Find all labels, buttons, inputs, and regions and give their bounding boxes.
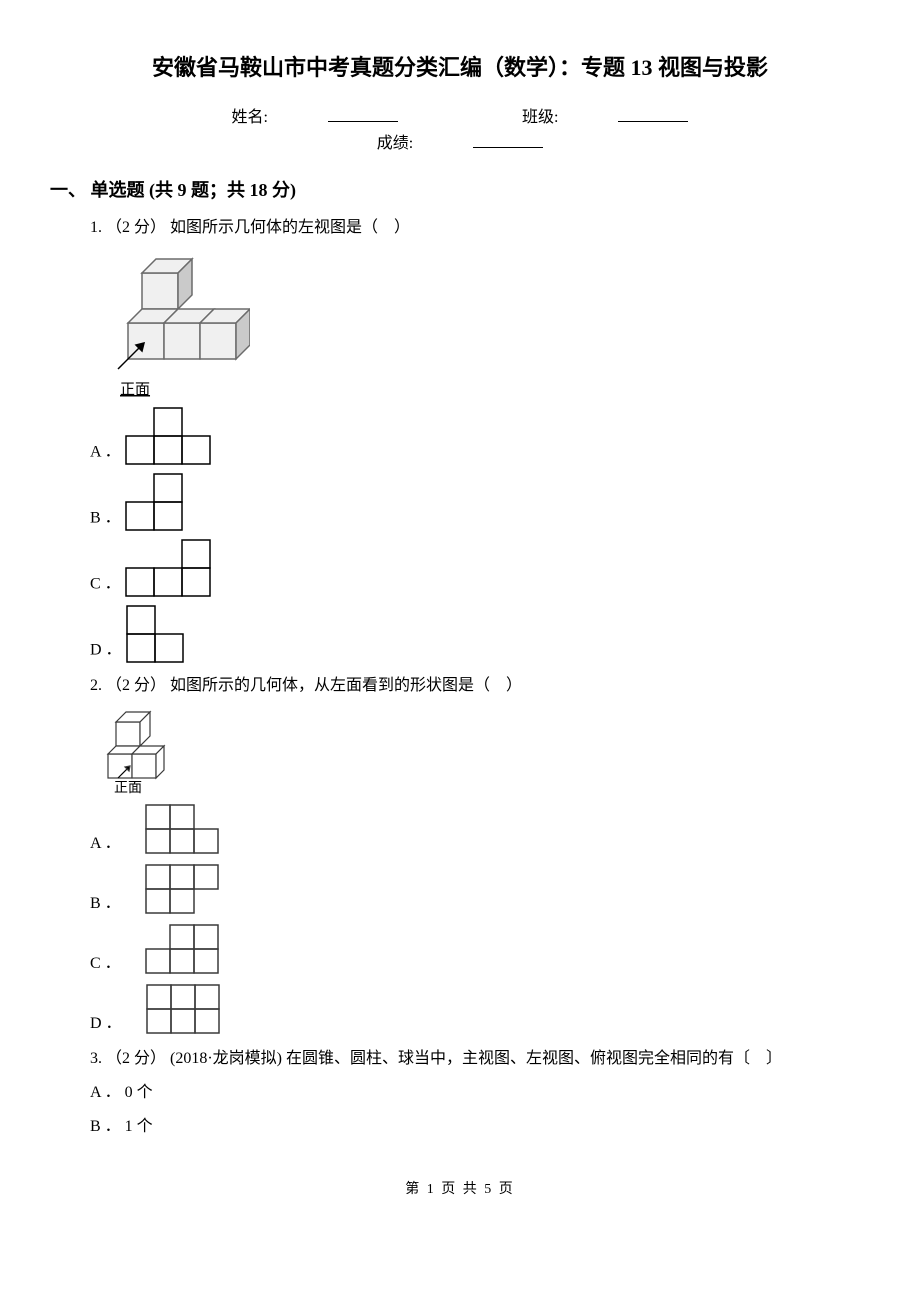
q2-option-b-svg [145, 864, 221, 916]
q2-front-label: 正面 [114, 781, 142, 796]
q1-option-a: A ． [90, 407, 860, 465]
q2-option-a-label: A ． [90, 835, 121, 852]
q2-option-c-label: C ． [90, 955, 121, 972]
score-blank [473, 132, 543, 148]
q1-3d-svg: 正面 [100, 249, 250, 399]
q1-text: 1. （2 分） 如图所示几何体的左视图是（ ） [90, 215, 860, 241]
q1-option-b: B ． [90, 473, 860, 531]
q1-option-c-svg [125, 539, 213, 597]
name-label: 姓名: [232, 105, 268, 131]
class-field: 班级: [492, 105, 718, 131]
q3-option-a: A ． 0 个 [90, 1080, 860, 1106]
q3-text: 3. （2 分） (2018·龙岗模拟) 在圆锥、圆柱、球当中，主视图、左视图、… [90, 1046, 860, 1072]
q1-figure: 正面 [100, 249, 860, 399]
question-3: 3. （2 分） (2018·龙岗模拟) 在圆锥、圆柱、球当中，主视图、左视图、… [90, 1046, 860, 1139]
question-1: 1. （2 分） 如图所示几何体的左视图是（ ） [90, 215, 860, 663]
page-footer: 第 1 页 共 5 页 [60, 1179, 860, 1201]
q2-option-c-svg [145, 924, 221, 976]
q1-option-a-svg [125, 407, 213, 465]
score-label: 成绩: [377, 131, 413, 157]
q1-option-b-svg [125, 473, 213, 531]
q2-option-b: B ． [90, 864, 860, 916]
q2-option-d: D ． [90, 984, 860, 1036]
q2-figure: 正面 [100, 706, 860, 796]
name-blank [328, 106, 398, 122]
class-label: 班级: [522, 105, 558, 131]
q2-text: 2. （2 分） 如图所示的几何体，从左面看到的形状图是（ ） [90, 673, 860, 699]
q1-front-label: 正面 [120, 382, 150, 398]
q1-option-d-svg [126, 605, 186, 663]
q2-option-a-svg [145, 804, 221, 856]
q2-option-d-label: D ． [90, 1015, 122, 1032]
score-field: 成绩: [347, 131, 573, 157]
question-2: 2. （2 分） 如图所示的几何体，从左面看到的形状图是（ ） 正面 [90, 673, 860, 1037]
q2-option-a: A ． [90, 804, 860, 856]
q2-option-b-label: B ． [90, 895, 121, 912]
q2-option-d-svg [146, 984, 222, 1036]
q1-option-c-label: C ． [90, 575, 121, 592]
page-title: 安徽省马鞍山市中考真题分类汇编（数学）：专题 13 视图与投影 [60, 50, 860, 85]
section-header: 一、 单选题 (共 9 题；共 18 分) [50, 176, 860, 205]
q2-option-c: C ． [90, 924, 860, 976]
class-blank [618, 106, 688, 122]
q1-option-b-label: B ． [90, 509, 121, 526]
q3-option-b: B ． 1 个 [90, 1114, 860, 1140]
name-field: 姓名: [202, 105, 428, 131]
q1-option-a-label: A ． [90, 443, 121, 460]
q1-option-c: C ． [90, 539, 860, 597]
q1-option-d: D ． [90, 605, 860, 663]
q2-3d-svg: 正面 [100, 706, 180, 796]
info-row: 姓名: 班级: 成绩: [60, 105, 860, 156]
q1-option-d-label: D ． [90, 641, 122, 658]
